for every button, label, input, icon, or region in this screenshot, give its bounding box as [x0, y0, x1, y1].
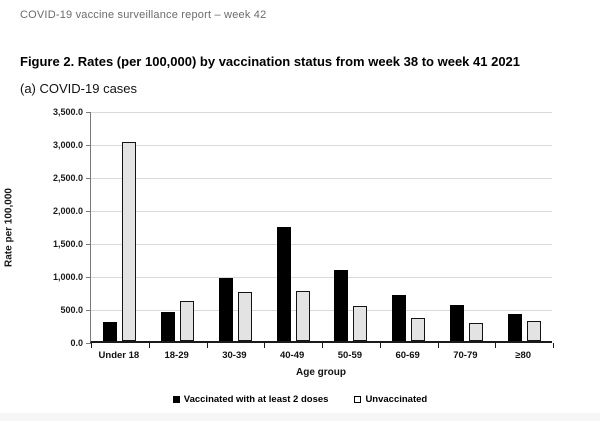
x-axis-tick [264, 343, 266, 348]
legend-item-vaccinated: Vaccinated with at least 2 doses [172, 394, 329, 405]
bar-vaccinated [103, 321, 118, 341]
y-axis-tick [86, 211, 91, 212]
x-tick-label: ≥80 [515, 350, 532, 361]
y-axis-tick [86, 178, 91, 179]
bar-vaccinated [334, 270, 349, 341]
gridline [91, 178, 552, 179]
y-axis-tick [86, 112, 91, 113]
gridline [91, 310, 552, 311]
x-tick-label: 70-79 [453, 350, 478, 361]
x-tick-label: Under 18 [98, 350, 140, 361]
figure-title: Figure 2. Rates (per 100,000) by vaccina… [20, 54, 521, 69]
y-axis-tick [86, 145, 91, 146]
x-axis-tick [206, 343, 208, 348]
bar-group-50-59 [322, 112, 380, 341]
bar-unvaccinated [237, 291, 252, 341]
x-axis-tick [322, 343, 323, 348]
bar-vaccinated [507, 313, 522, 341]
bar-group-18-29 [149, 112, 207, 341]
page-bottom-edge [0, 413, 600, 421]
x-tick-label: 40-49 [279, 350, 305, 361]
report-header: COVID-19 vaccine surveillance report – w… [20, 9, 267, 21]
figure-subtitle: (a) COVID-19 cases [20, 81, 138, 96]
gridline [91, 244, 552, 245]
bar-group-under-18 [91, 112, 149, 341]
chart-legend: Vaccinated with at least 2 doses Unvacci… [0, 394, 600, 405]
bar-unvaccinated [180, 301, 195, 341]
bar-group-60-69 [380, 112, 438, 341]
bar-group-70-79 [438, 112, 496, 341]
legend-swatch-unvaccinated-icon [354, 396, 362, 403]
y-axis-tick [86, 277, 91, 278]
gridline [91, 145, 552, 146]
x-tick-label: 18-29 [164, 350, 189, 361]
y-tick-label: 0.0 [70, 338, 83, 348]
y-axis-tick [86, 244, 91, 245]
x-axis-tick [148, 343, 150, 348]
bar-vaccinated [276, 227, 291, 341]
y-tick-label: 2,500.0 [52, 173, 83, 183]
x-axis-tick [437, 343, 439, 348]
legend-label-unvaccinated: Unvaccinated [365, 394, 428, 405]
gridline [91, 277, 552, 278]
y-tick-label: 1,000.0 [52, 272, 83, 282]
bar-vaccinated [218, 277, 233, 341]
x-tick-label: 30-39 [222, 350, 247, 361]
bar-group-30-39 [207, 112, 265, 341]
bar-group--80 [495, 112, 553, 341]
y-axis-tick [86, 310, 91, 311]
y-tick-label: 500.0 [60, 305, 83, 315]
y-tick-label: 3,500.0 [52, 107, 83, 117]
x-tick-label: 50-59 [337, 350, 363, 361]
bar-vaccinated [392, 294, 407, 341]
x-axis-title: Age group [296, 367, 346, 378]
x-axis-tick [495, 343, 497, 348]
x-tick-label: 60-69 [395, 350, 420, 361]
bar-unvaccinated [468, 323, 483, 341]
x-axis-tick [553, 343, 554, 348]
bar-unvaccinated [122, 142, 137, 341]
bar-vaccinated [449, 304, 464, 341]
legend-item-unvaccinated: Unvaccinated [354, 394, 427, 405]
legend-label-vaccinated: Vaccinated with at least 2 doses [183, 394, 329, 405]
legend-swatch-vaccinated-icon [172, 396, 180, 403]
gridline [91, 211, 552, 212]
bar-vaccinated [161, 312, 176, 341]
x-axis-tick [91, 343, 92, 348]
gridline [91, 112, 552, 113]
x-axis-tick [379, 343, 381, 348]
bar-unvaccinated [411, 317, 426, 341]
y-axis-tick-labels: 0.0 500.0 1,000.0 1,500.0 2,000.0 2,500.0 3,00… [0, 107, 83, 348]
bar-unvaccinated [295, 290, 310, 341]
y-tick-label: 3,000.0 [52, 140, 83, 150]
y-axis-tick [86, 343, 91, 344]
bar-unvaccinated [353, 306, 368, 341]
x-axis-tick-labels: Under 18 18-29 30-39 40-49 50-59 60-69 70-79 ≥8… [90, 350, 552, 364]
bar-group-40-49 [264, 112, 322, 341]
plot-area [86, 112, 554, 348]
y-tick-label: 1,500.0 [52, 239, 83, 249]
bar-unvaccinated [526, 320, 541, 341]
y-tick-label: 2,000.0 [52, 206, 83, 216]
